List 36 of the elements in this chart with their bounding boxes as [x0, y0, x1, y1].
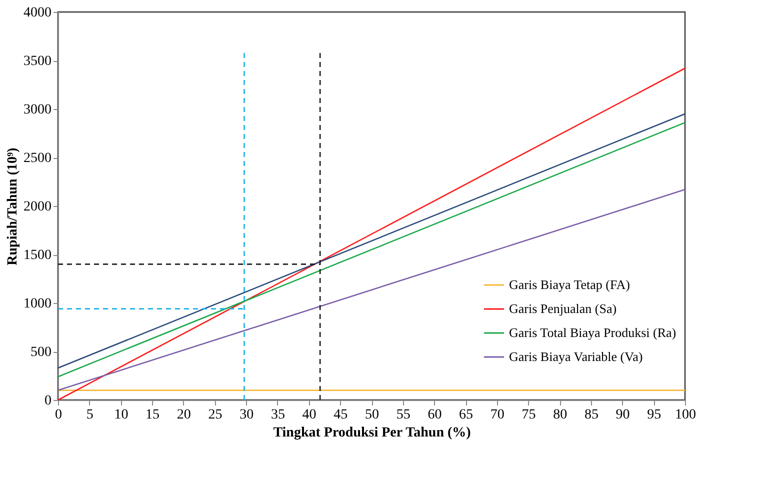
- legend-label: Garis Biaya Variable (Va): [509, 349, 643, 364]
- y-tick-label: 500: [30, 345, 52, 360]
- y-tick-label: 3000: [24, 102, 52, 118]
- y-tick-label: 1500: [24, 248, 52, 263]
- y-tick-label: 1000: [24, 296, 52, 312]
- x-axis-title: Tingkat Produksi Per Tahun (%): [273, 426, 472, 440]
- legend-label: Garis Total Biaya Produksi (Ra): [509, 325, 676, 340]
- legend-label: Garis Biaya Tetap (FA): [509, 277, 630, 292]
- x-tick-label: 90: [616, 408, 630, 422]
- x-tick-label: 10: [114, 408, 128, 422]
- y-tick-label: 2500: [24, 151, 52, 166]
- y-tick-label: 3500: [24, 54, 52, 69]
- x-tick-label: 55: [396, 408, 410, 422]
- y-tick-label: 2000: [24, 200, 52, 214]
- x-tick-label: 5: [86, 408, 94, 422]
- x-tick-label: 25: [208, 408, 222, 422]
- x-tick-label: 35: [270, 408, 285, 422]
- x-tick-label: 15: [146, 408, 160, 422]
- y-axis-title: Rupiah/Tahun (10⁹): [6, 147, 20, 266]
- x-tick-label: 95: [647, 408, 662, 422]
- x-tick-label: 30: [240, 408, 254, 422]
- legend-label: Garis Penjualan (Sa): [509, 301, 617, 316]
- y-tick-label: 4000: [24, 6, 52, 20]
- x-tick-label: 20: [176, 408, 191, 422]
- y-tick-label: 0: [44, 394, 52, 408]
- x-tick-label: 65: [459, 408, 474, 422]
- x-tick-label: 0: [55, 408, 62, 422]
- x-tick-label: 75: [522, 408, 536, 422]
- x-tick-label: 40: [302, 408, 316, 422]
- x-tick-label: 85: [584, 408, 598, 422]
- x-tick-label: 50: [365, 408, 379, 422]
- x-tick-label: 80: [553, 408, 568, 422]
- x-tick-label: 45: [334, 408, 348, 422]
- x-tick-label: 100: [675, 408, 696, 422]
- x-tick-label: 60: [428, 408, 442, 422]
- x-tick-label: 70: [490, 408, 504, 422]
